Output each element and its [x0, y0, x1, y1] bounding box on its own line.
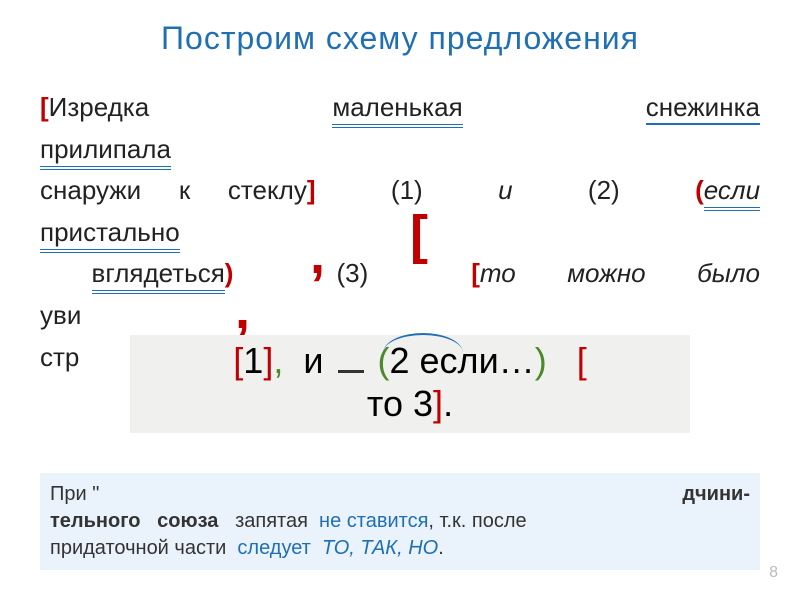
schema-paren-close: )	[535, 340, 547, 381]
word-malenkaya: маленькая	[332, 92, 462, 128]
note-sleduet: следует	[237, 537, 310, 559]
schema-num1: 1	[243, 340, 263, 381]
word-str-cut: стр	[40, 342, 79, 372]
note-not-put: не ставится	[319, 510, 428, 532]
note-to-tak-no: ТО, ТАК, НО	[322, 537, 438, 559]
sentence-line-3: вглядеться) (3) [то можно было	[40, 253, 760, 295]
schema-conj-i: и	[303, 340, 323, 381]
sentence-line-2b: пристально	[40, 212, 760, 254]
conj-i-1: и	[498, 175, 512, 205]
num-1: (1)	[391, 175, 423, 205]
schema-close2: ]	[433, 383, 443, 424]
open-bracket-1: [	[40, 92, 49, 122]
note-pri: При "	[50, 483, 99, 505]
word-prilipala: прилипала	[40, 134, 171, 170]
note-period: .	[438, 537, 444, 559]
word-uvi-cut: уви	[40, 300, 81, 330]
sentence-line-3b: уви	[40, 295, 760, 337]
schema-close1: ]	[263, 340, 273, 381]
word-snezhinka: снежинка	[646, 92, 760, 125]
note-telnogo: тельного	[50, 510, 141, 532]
num-3: (3)	[336, 258, 368, 288]
word-izredka: Изредка	[49, 92, 150, 122]
schema-gap	[338, 370, 364, 373]
note-zapyataya: запятая	[235, 510, 308, 532]
close-paren-1: )	[225, 258, 234, 288]
word-vglyadetsya: вглядеться	[92, 258, 225, 294]
sentence-line-1: [Изредка маленькая снежинка	[40, 87, 760, 129]
schema-open2: [	[577, 340, 587, 381]
schema-open1: [	[233, 340, 243, 381]
sentence-line-2: снаружи к стеклу] (1) и (2) (если	[40, 170, 760, 212]
phrase-snaruzhi: снаружи к стеклу	[40, 175, 307, 205]
close-bracket-1: ]	[307, 175, 316, 205]
phrase-to-mozhno: то можно было	[480, 258, 760, 288]
sentence-line-1b: прилипала	[40, 129, 760, 171]
note-soyuza: союза	[157, 510, 218, 532]
schema-period: .	[443, 383, 453, 424]
slide-number: 8	[769, 564, 778, 582]
num-2: (2)	[588, 175, 620, 205]
word-esli: если	[704, 175, 760, 211]
schema-comma: ,	[273, 340, 283, 381]
word-pristalno: пристально	[40, 217, 180, 253]
note-box: При "встрече сочинительного и подчини- т…	[40, 473, 760, 570]
note-tk: , т.к. после	[428, 510, 526, 532]
open-bracket-2: [	[471, 258, 480, 288]
slide-title: Построим схему предложения	[40, 20, 760, 57]
note-pridatochnoj: придаточной части	[50, 537, 226, 559]
note-right-cut: дчини-	[682, 481, 750, 508]
open-paren-1: (	[695, 175, 704, 205]
schema-box: [1], и (2 если…) [ то 3].	[130, 335, 690, 433]
schema-arc	[383, 333, 463, 353]
schema-line2-text: то 3	[367, 383, 433, 424]
